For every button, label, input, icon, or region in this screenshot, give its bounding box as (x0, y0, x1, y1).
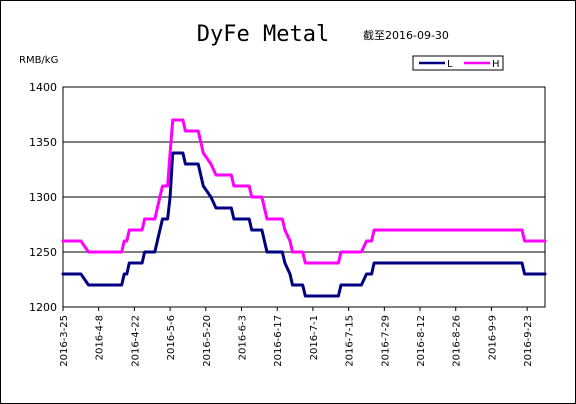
y-tick-label: 1300 (29, 191, 57, 204)
x-tick-label: 2016-4-8 (95, 315, 106, 360)
x-tick-label: 2016-8-26 (452, 315, 463, 367)
x-tick-label: 2016-8-12 (416, 315, 427, 367)
legend: L H (412, 55, 504, 71)
y-tick-label: 1200 (29, 301, 57, 314)
x-tick-label: 2016-7-29 (380, 315, 391, 367)
x-tick-label: 2016-6-17 (273, 315, 284, 367)
y-tick-label: 1400 (29, 81, 57, 94)
legend-box (412, 55, 504, 71)
legend-label-h: H (492, 59, 500, 70)
x-tick-label: 2016-7-15 (345, 315, 356, 367)
x-tick-label: 2016-3-25 (59, 315, 70, 367)
plot-area: 1200 1250 1300 1350 1400 2016-3-25 2016-4-8 201… (29, 81, 547, 367)
series-line-l (61, 151, 547, 298)
x-tick-label: 2016-9-23 (523, 315, 534, 367)
chart-subtitle: 截至2016-09-30 (363, 28, 449, 42)
x-tick-label: 2016-5-20 (202, 315, 213, 367)
y-tick-label: 1350 (29, 136, 57, 149)
y-axis-label: RMB/kG (19, 55, 58, 66)
series-line-h (61, 118, 547, 265)
plot-border (62, 86, 546, 308)
y-tick-label: 1250 (29, 246, 57, 259)
x-tick-label: 2016-4-22 (130, 315, 141, 367)
legend-label-l: L (447, 59, 453, 70)
x-tick-label: 2016-9-9 (487, 315, 498, 360)
x-tick-label: 2016-5-6 (166, 315, 177, 360)
chart-title: DyFe Metal (197, 22, 329, 47)
x-tick-label: 2016-6-3 (238, 315, 249, 360)
x-tick-label: 2016-7-1 (309, 315, 320, 360)
